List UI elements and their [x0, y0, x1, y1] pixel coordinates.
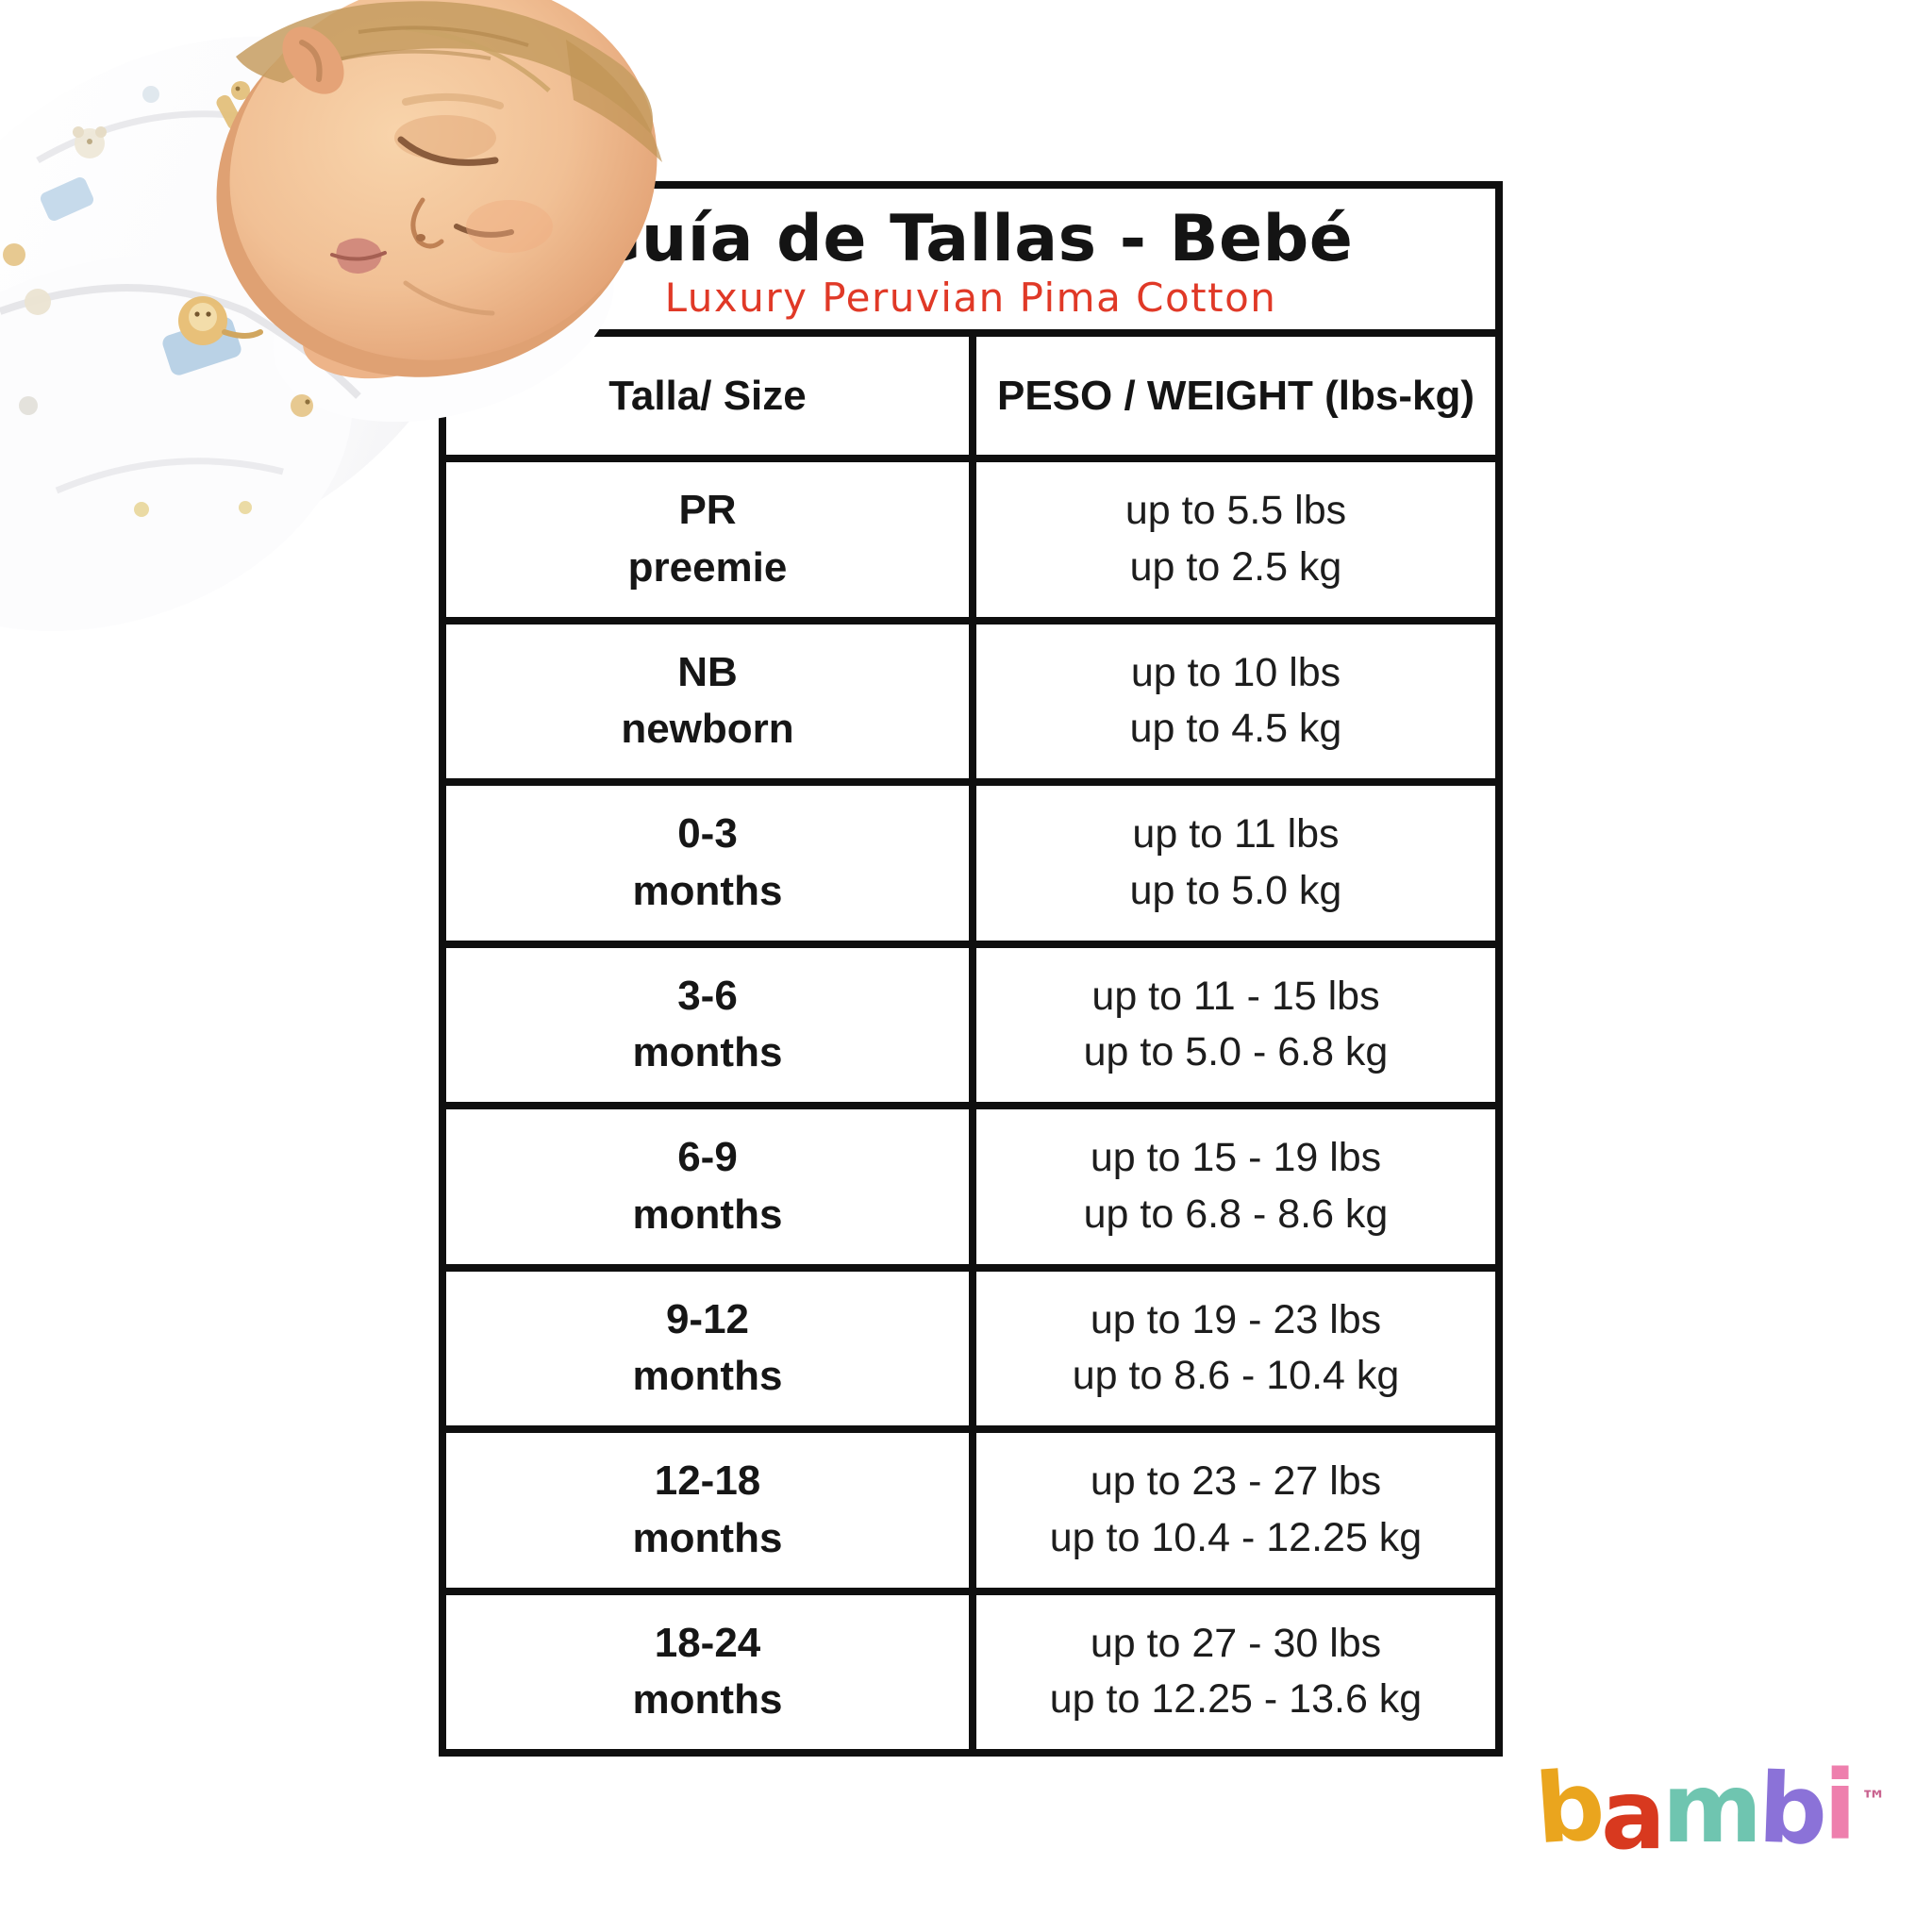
size-cell: NB newborn	[446, 624, 976, 778]
size-cell: 3-6 months	[446, 947, 976, 1102]
size-label: newborn	[621, 706, 794, 753]
logo-letter-4: i	[1824, 1750, 1857, 1862]
weight-cell: up to 5.5 lbs up to 2.5 kg	[976, 462, 1495, 617]
trademark-symbol: ™	[1860, 1785, 1888, 1816]
bambi-logo: bambi ™	[1532, 1750, 1888, 1868]
baby-nose	[410, 197, 444, 249]
table-row-9-12: 9-12 months up to 19 - 23 lbs up to 8.6 …	[446, 1263, 1495, 1426]
logo-letter-1: a	[1601, 1759, 1666, 1872]
weight-kg: up to 5.0 kg	[1129, 867, 1342, 913]
column-header-weight: PESO / WEIGHT (lbs-kg)	[996, 372, 1475, 419]
size-cell: PR preemie	[446, 462, 976, 617]
weight-cell: up to 11 - 15 lbs up to 5.0 - 6.8 kg	[976, 948, 1495, 1103]
table-header-row: Talla/ Size PESO / WEIGHT (lbs-kg)	[446, 337, 1495, 462]
size-cell: 12-18 months	[446, 1433, 976, 1588]
weight-lbs: up to 27 - 30 lbs	[1090, 1620, 1382, 1666]
baby-ear	[282, 26, 344, 94]
table-row-3-6: 3-6 months up to 11 - 15 lbs up to 5.0 -…	[446, 940, 1495, 1103]
size-cell: 0-3 months	[446, 786, 976, 941]
size-code: 0-3	[677, 810, 738, 858]
neck-shadow	[325, 137, 376, 207]
size-code: 3-6	[677, 972, 738, 1019]
table-row-newborn: NB newborn up to 10 lbs up to 4.5 kg	[446, 616, 1495, 779]
weight-cell: up to 27 - 30 lbs up to 12.25 - 13.6 kg	[976, 1595, 1495, 1750]
size-code: 9-12	[665, 1295, 750, 1342]
size-label: months	[632, 867, 783, 914]
weight-lbs: up to 11 - 15 lbs	[1091, 973, 1380, 1019]
size-cell: 9-12 months	[446, 1271, 976, 1425]
table-body: PR preemie up to 5.5 lbs up to 2.5 kg NB…	[446, 462, 1495, 1749]
baby-mouth	[330, 238, 387, 274]
weight-cell: up to 23 - 27 lbs up to 10.4 - 12.25 kg	[976, 1433, 1495, 1588]
size-guide-table: Guía de Tallas - Bebé Luxury Peruvian Pi…	[439, 181, 1503, 1757]
size-code: 12-18	[654, 1457, 761, 1505]
table-row-preemie: PR preemie up to 5.5 lbs up to 2.5 kg	[446, 462, 1495, 617]
size-code: 18-24	[654, 1619, 761, 1666]
size-cell: 18-24 months	[446, 1594, 976, 1749]
logo-letter-0: b	[1531, 1749, 1605, 1867]
size-code: NB	[677, 648, 738, 695]
size-label: months	[632, 1191, 783, 1238]
header-cell-size: Talla/ Size	[446, 337, 976, 455]
header-cell-weight: PESO / WEIGHT (lbs-kg)	[976, 337, 1495, 455]
weight-kg: up to 4.5 kg	[1129, 706, 1342, 752]
weight-lbs: up to 5.5 lbs	[1124, 488, 1347, 534]
logo-letter-2: m	[1661, 1753, 1762, 1865]
size-label: months	[632, 1676, 783, 1724]
size-label: months	[632, 1514, 783, 1561]
weight-kg: up to 6.8 - 8.6 kg	[1083, 1191, 1389, 1237]
weight-lbs: up to 19 - 23 lbs	[1090, 1296, 1382, 1342]
baby-hair	[236, 1, 653, 134]
weight-cell: up to 11 lbs up to 5.0 kg	[976, 786, 1495, 941]
weight-kg: up to 12.25 - 13.6 kg	[1049, 1676, 1423, 1723]
weight-cell: up to 19 - 23 lbs up to 8.6 - 10.4 kg	[976, 1272, 1495, 1426]
weight-kg: up to 8.6 - 10.4 kg	[1072, 1353, 1400, 1399]
weight-lbs: up to 10 lbs	[1130, 649, 1341, 695]
column-header-size: Talla/ Size	[608, 372, 807, 419]
table-row-12-18: 12-18 months up to 23 - 27 lbs up to 10.…	[446, 1425, 1495, 1588]
weight-kg: up to 5.0 - 6.8 kg	[1083, 1029, 1389, 1075]
page-title: Guía de Tallas - Bebé	[588, 201, 1354, 276]
size-code: PR	[678, 487, 737, 534]
table-row-0-3: 0-3 months up to 11 lbs up to 5.0 kg	[446, 778, 1495, 941]
table-title-section: Guía de Tallas - Bebé Luxury Peruvian Pi…	[446, 189, 1495, 337]
weight-cell: up to 10 lbs up to 4.5 kg	[976, 625, 1495, 779]
size-code: 6-9	[677, 1134, 738, 1181]
table-row-18-24: 18-24 months up to 27 - 30 lbs up to 12.…	[446, 1587, 1495, 1750]
table-row-6-9: 6-9 months up to 15 - 19 lbs up to 6.8 -…	[446, 1102, 1495, 1264]
weight-lbs: up to 23 - 27 lbs	[1090, 1458, 1382, 1505]
weight-kg: up to 2.5 kg	[1129, 543, 1342, 590]
page-subtitle: Luxury Peruvian Pima Cotton	[664, 275, 1277, 322]
size-label: preemie	[627, 543, 788, 591]
weight-lbs: up to 15 - 19 lbs	[1090, 1135, 1382, 1181]
logo-letter-3: b	[1757, 1752, 1826, 1868]
weight-cell: up to 15 - 19 lbs up to 6.8 - 8.6 kg	[976, 1109, 1495, 1264]
weight-kg: up to 10.4 - 12.25 kg	[1049, 1514, 1423, 1560]
size-label: months	[632, 1029, 783, 1076]
weight-lbs: up to 11 lbs	[1132, 811, 1340, 858]
size-label: months	[632, 1353, 783, 1400]
size-cell: 6-9 months	[446, 1109, 976, 1264]
